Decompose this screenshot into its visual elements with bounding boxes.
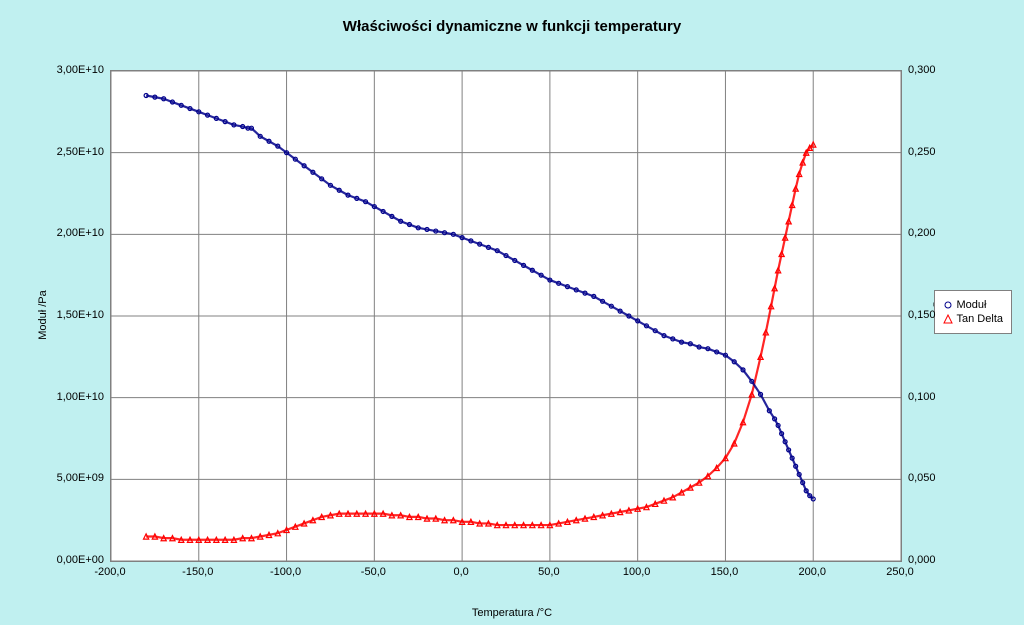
modul-marker-icon [943,300,953,310]
legend: Moduł Tan Delta [934,290,1012,334]
tick-label: 0,200 [908,227,936,239]
tick-label: 150,0 [711,566,739,578]
tick-label: 0,0 [453,566,468,578]
tick-label: 0,000 [908,554,936,566]
tick-label: 5,00E+09 [34,472,104,484]
tan-marker-icon [943,314,953,324]
tick-label: 1,50E+10 [34,309,104,321]
tick-label: 2,00E+10 [34,227,104,239]
legend-label: Moduł [957,299,987,311]
tick-label: 1,00E+10 [34,391,104,403]
tick-label: 0,300 [908,64,936,76]
tick-label: 200,0 [798,566,826,578]
chart-title: Właściwości dynamiczne w funkcji tempera… [0,18,1024,35]
tick-label: 0,250 [908,146,936,158]
chart-container: { "title": "Właściwości dynamiczne w fun… [0,0,1024,625]
tick-label: 250,0 [886,566,914,578]
tick-label: 0,00E+00 [34,554,104,566]
tick-label: 3,00E+10 [34,64,104,76]
plot-area [110,70,902,562]
tick-label: -150,0 [182,566,213,578]
legend-item: Tan Delta [943,313,1003,325]
tick-label: 0,150 [908,309,936,321]
tick-label: -200,0 [94,566,125,578]
plot-svg [111,71,901,561]
tick-label: 0,100 [908,391,936,403]
tick-label: -100,0 [270,566,301,578]
x-axis-label: Temperatura /°C [0,607,1024,619]
tick-label: 2,50E+10 [34,146,104,158]
tick-label: 50,0 [538,566,559,578]
tick-label: 100,0 [623,566,651,578]
legend-item: Moduł [943,299,1003,311]
series-modul [144,94,815,501]
legend-label: Tan Delta [957,313,1003,325]
tick-label: 0,050 [908,472,936,484]
series-tan [144,142,816,542]
tick-label: -50,0 [361,566,386,578]
